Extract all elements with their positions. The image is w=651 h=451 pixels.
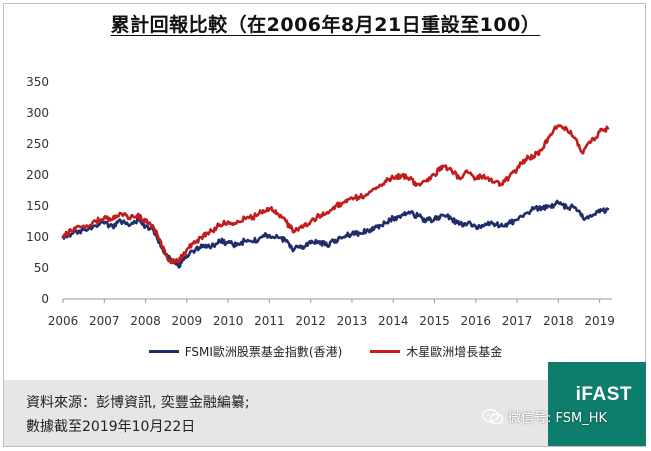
source-footer: 資料來源：彭博資訊, 奕豐金融編纂; 數據截至2019年10月22日	[4, 380, 548, 446]
wechat-watermark: 微信号: FSM_HK	[482, 407, 607, 426]
y-tick-label: 200	[26, 168, 49, 182]
wechat-icon	[482, 408, 504, 425]
x-tick-label: 2015	[419, 314, 450, 328]
legend: FSMI歐洲股票基金指數(香港) 木星歐洲增長基金	[0, 343, 651, 360]
legend-swatch-jupiter	[370, 350, 401, 353]
x-tick-label: 2011	[254, 314, 285, 328]
x-tick-label: 2012	[295, 314, 326, 328]
y-tick-label: 300	[26, 106, 49, 120]
y-tick-label: 150	[26, 199, 49, 213]
x-tick-label: 2014	[378, 314, 409, 328]
wechat-label: 微信号: FSM_HK	[508, 411, 608, 426]
y-tick-label: 100	[26, 230, 49, 244]
x-tick-label: 2006	[48, 314, 79, 328]
series-lines	[61, 124, 610, 269]
x-tick-label: 2010	[213, 314, 244, 328]
as-of-date-note: 數據截至2019年10月22日	[26, 419, 196, 435]
y-tick-label: 250	[26, 137, 49, 151]
y-tick-label: 0	[41, 292, 49, 306]
x-tick-label: 2013	[337, 314, 368, 328]
brand-box: iFAST	[548, 362, 646, 446]
source-note: 資料來源：彭博資訊, 奕豐金融編纂;	[26, 395, 250, 411]
ifast-logo: iFAST	[575, 384, 632, 405]
x-tick-label: 2007	[89, 314, 120, 328]
y-tick-label: 350	[26, 75, 49, 89]
chart-title: 累計回報比較（在2006年8月21日重設至100）	[110, 14, 541, 36]
legend-swatch-fsmi	[148, 350, 179, 353]
x-tick-label: 2008	[130, 314, 161, 328]
x-tick-label: 2018	[543, 314, 574, 328]
series-line-fsmi	[61, 199, 610, 269]
x-tick-label: 2017	[502, 314, 533, 328]
legend-item-fsmi: FSMI歐洲股票基金指數(香港)	[148, 343, 343, 360]
legend-label-jupiter: 木星歐洲增長基金	[406, 345, 503, 359]
x-tick-label: 2019	[584, 314, 615, 328]
y-axis: 0 50 100 150 200 250 300 350	[26, 75, 49, 306]
legend-label-fsmi: FSMI歐洲股票基金指數(香港)	[184, 345, 343, 359]
legend-item-jupiter: 木星歐洲增長基金	[370, 343, 502, 360]
x-axis: 2006 2007 2008 2009 2010 2011 2012 2013 2014 2015…	[48, 298, 615, 328]
series-line-jupiter	[61, 124, 610, 265]
x-tick-label: 2016	[461, 314, 492, 328]
y-tick-label: 50	[34, 261, 49, 275]
x-tick-label: 2009	[172, 314, 203, 328]
